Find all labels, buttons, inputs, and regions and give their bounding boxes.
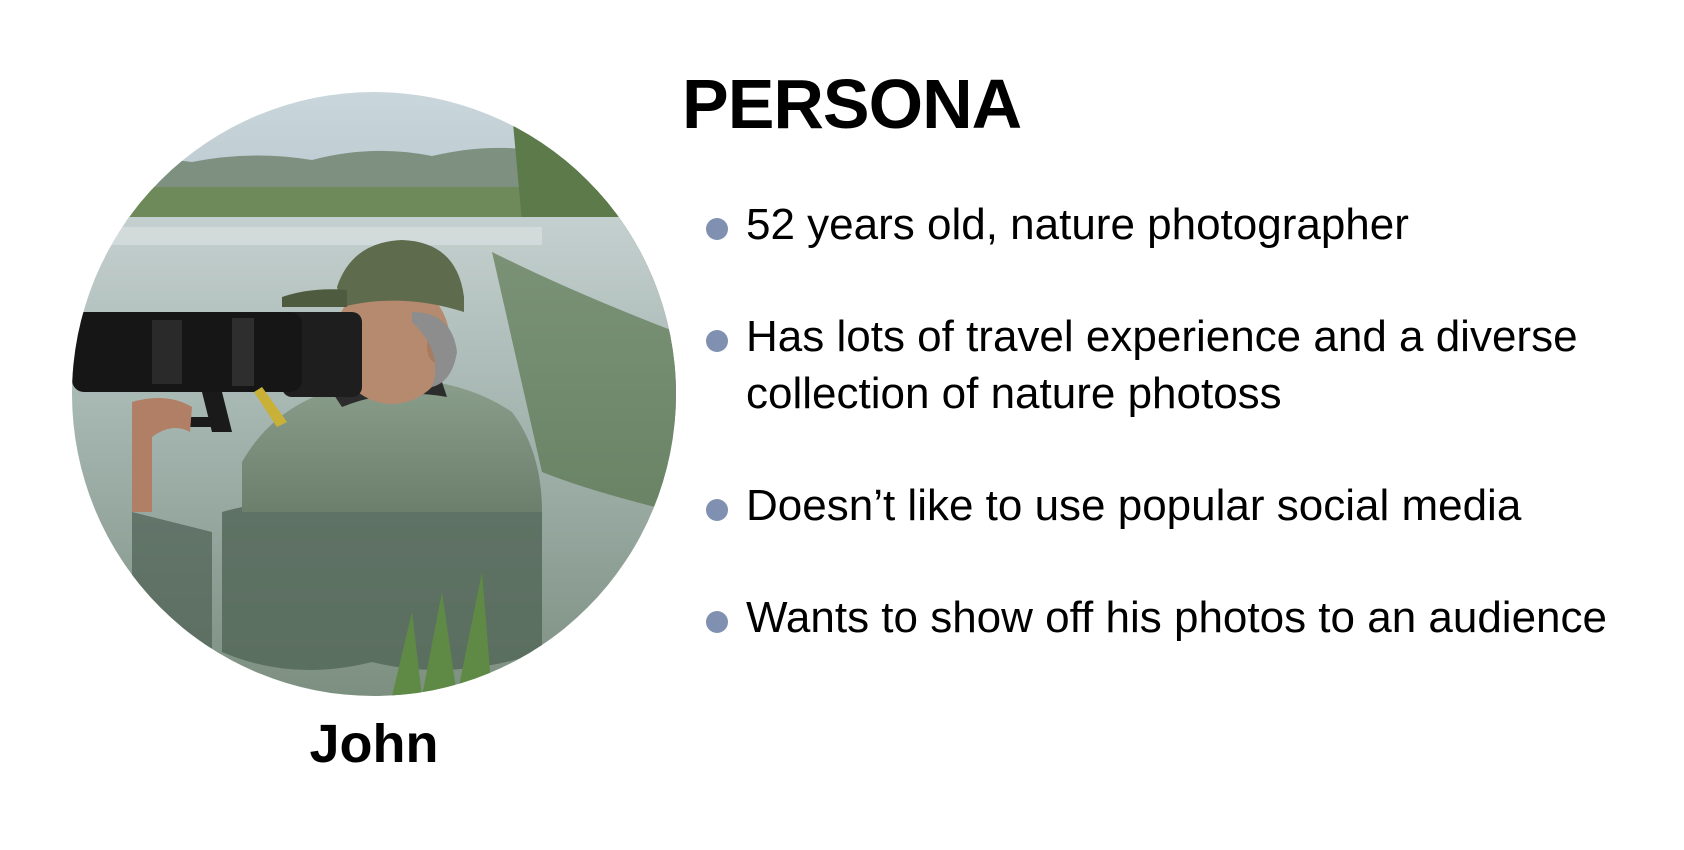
list-item: 52 years old, nature photographer: [700, 196, 1660, 253]
page-title: PERSONA: [682, 65, 1022, 143]
persona-attributes-list: 52 years old, nature photographer Has lo…: [700, 196, 1660, 701]
list-item-text: Doesn’t like to use popular social media: [746, 481, 1522, 530]
list-item-text: 52 years old, nature photographer: [746, 200, 1409, 249]
list-item: Doesn’t like to use popular social media: [700, 477, 1660, 534]
bullet-dot-icon: [706, 218, 728, 240]
bullet-dot-icon: [706, 330, 728, 352]
persona-photo: [72, 92, 676, 696]
bullet-dot-icon: [706, 499, 728, 521]
list-item-text: Has lots of travel experience and a dive…: [746, 312, 1578, 418]
list-item-text: Wants to show off his photos to an audie…: [746, 593, 1607, 642]
list-item: Has lots of travel experience and a dive…: [700, 308, 1660, 422]
persona-name: John: [309, 714, 439, 774]
photographer-in-water-illustration: [72, 92, 676, 696]
bullet-dot-icon: [706, 611, 728, 633]
list-item: Wants to show off his photos to an audie…: [700, 589, 1660, 646]
